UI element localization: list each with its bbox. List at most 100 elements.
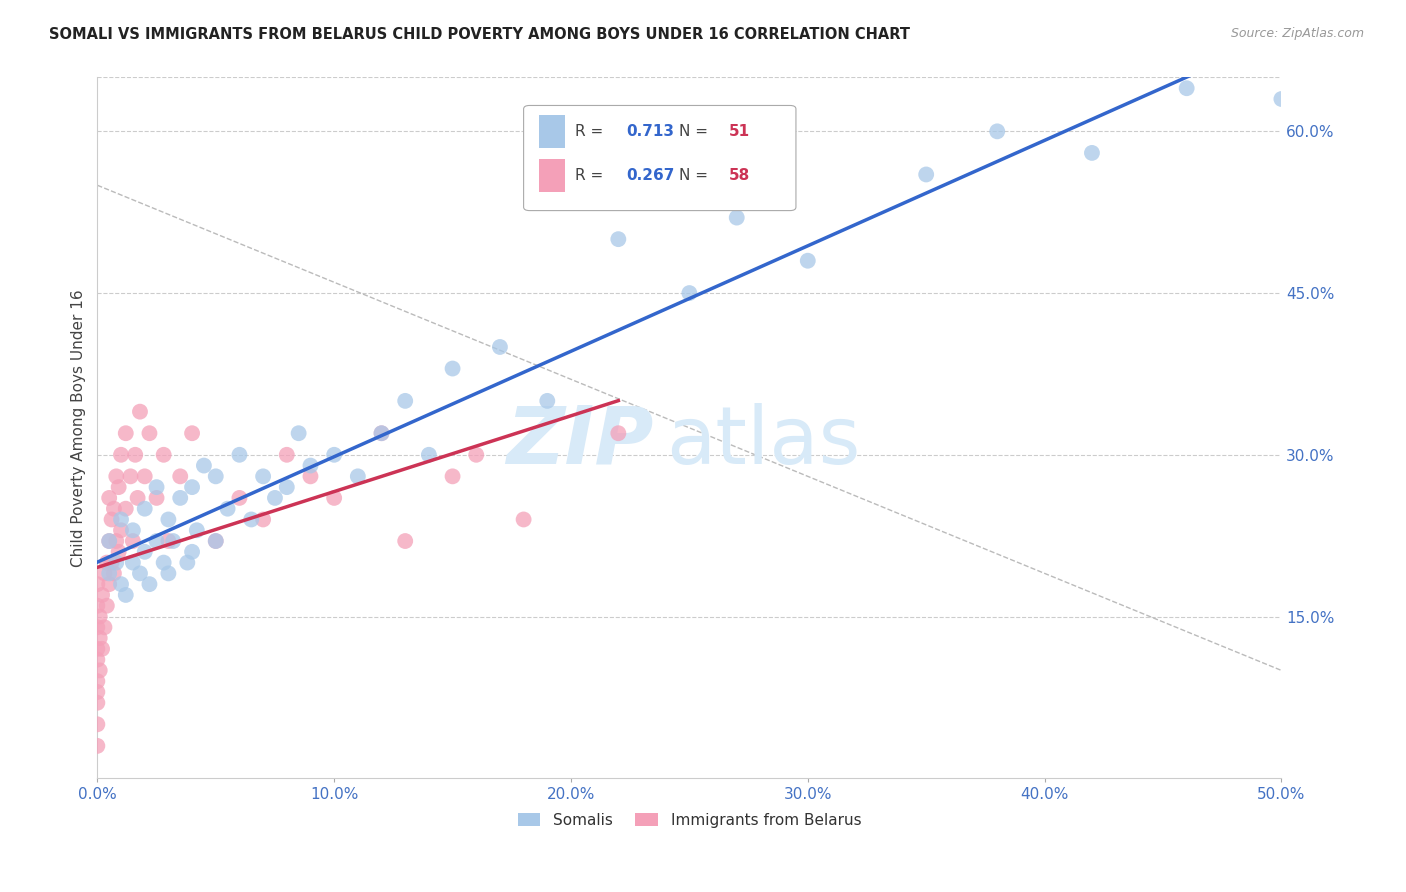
Text: SOMALI VS IMMIGRANTS FROM BELARUS CHILD POVERTY AMONG BOYS UNDER 16 CORRELATION : SOMALI VS IMMIGRANTS FROM BELARUS CHILD … — [49, 27, 910, 42]
Point — [122, 556, 145, 570]
Point — [110, 512, 132, 526]
Point — [152, 448, 174, 462]
Point — [120, 469, 142, 483]
Point — [299, 469, 322, 483]
Point — [607, 426, 630, 441]
Point — [152, 556, 174, 570]
Text: 51: 51 — [728, 124, 749, 139]
Point — [98, 577, 121, 591]
Point — [127, 491, 149, 505]
Point — [103, 566, 125, 581]
Text: 0.267: 0.267 — [627, 168, 675, 183]
Point — [129, 405, 152, 419]
Point — [240, 512, 263, 526]
Point — [86, 599, 108, 613]
Point — [98, 534, 121, 549]
Point — [204, 534, 226, 549]
Point — [110, 523, 132, 537]
Point — [157, 534, 180, 549]
Text: R =: R = — [575, 124, 607, 139]
Point — [98, 566, 121, 581]
Point — [725, 211, 748, 225]
Point — [93, 566, 115, 581]
Point — [169, 469, 191, 483]
Point — [138, 577, 160, 591]
Point — [264, 491, 287, 505]
Point — [134, 501, 156, 516]
Point — [86, 577, 108, 591]
Point — [607, 232, 630, 246]
Point — [394, 393, 416, 408]
Point — [91, 641, 114, 656]
Point — [105, 534, 128, 549]
Point — [107, 480, 129, 494]
Point — [86, 652, 108, 666]
Text: 58: 58 — [728, 168, 749, 183]
Point — [86, 674, 108, 689]
Point — [93, 620, 115, 634]
Point — [217, 501, 239, 516]
Point — [86, 641, 108, 656]
Point — [323, 491, 346, 505]
Point — [252, 512, 274, 526]
Point — [134, 469, 156, 483]
Point — [276, 480, 298, 494]
Point — [986, 124, 1008, 138]
Point — [418, 448, 440, 462]
Y-axis label: Child Poverty Among Boys Under 16: Child Poverty Among Boys Under 16 — [72, 289, 86, 566]
Point — [186, 523, 208, 537]
Point — [100, 556, 122, 570]
FancyBboxPatch shape — [523, 105, 796, 211]
Point — [512, 512, 534, 526]
Point — [86, 620, 108, 634]
Text: atlas: atlas — [665, 403, 860, 481]
Text: N =: N = — [679, 168, 713, 183]
Point — [276, 448, 298, 462]
Point — [441, 361, 464, 376]
Point — [122, 534, 145, 549]
Text: R =: R = — [575, 168, 607, 183]
Point — [105, 469, 128, 483]
Point — [86, 717, 108, 731]
Point — [204, 469, 226, 483]
Point — [96, 599, 118, 613]
Point — [89, 664, 111, 678]
Point — [98, 534, 121, 549]
Text: 0.713: 0.713 — [627, 124, 675, 139]
Point — [394, 534, 416, 549]
Text: N =: N = — [679, 124, 713, 139]
Point — [157, 566, 180, 581]
Point — [114, 588, 136, 602]
Point — [536, 393, 558, 408]
Point — [134, 545, 156, 559]
Point — [145, 491, 167, 505]
Point — [1175, 81, 1198, 95]
Point — [100, 512, 122, 526]
Legend: Somalis, Immigrants from Belarus: Somalis, Immigrants from Belarus — [512, 806, 868, 834]
Point — [370, 426, 392, 441]
Point — [1081, 145, 1104, 160]
Point — [138, 426, 160, 441]
Point — [228, 448, 250, 462]
Point — [96, 556, 118, 570]
Point — [181, 426, 204, 441]
Point — [157, 512, 180, 526]
Point — [145, 480, 167, 494]
Point — [89, 609, 111, 624]
Point — [129, 566, 152, 581]
Point — [299, 458, 322, 473]
Text: ZIP: ZIP — [506, 403, 654, 481]
Point — [86, 739, 108, 753]
Point — [114, 501, 136, 516]
Point — [204, 534, 226, 549]
Point — [110, 448, 132, 462]
Point — [193, 458, 215, 473]
Point — [228, 491, 250, 505]
Point — [86, 685, 108, 699]
Point — [1270, 92, 1292, 106]
Point — [145, 534, 167, 549]
Point — [370, 426, 392, 441]
Point — [162, 534, 184, 549]
Point — [441, 469, 464, 483]
Point — [489, 340, 512, 354]
